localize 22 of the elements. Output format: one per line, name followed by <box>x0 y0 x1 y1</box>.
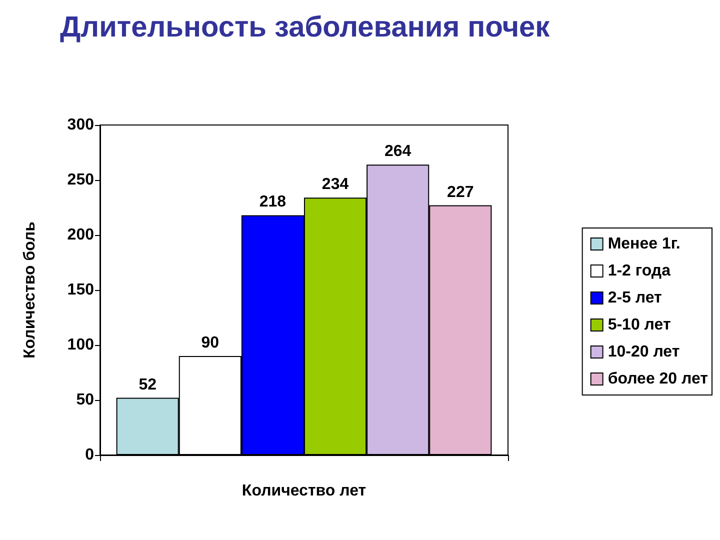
data-label: 227 <box>447 184 474 201</box>
legend-label: 10-20 лет <box>608 344 680 360</box>
legend-label: Менее 1г. <box>608 236 680 252</box>
legend-label: 5-10 лет <box>608 316 671 334</box>
data-label: 52 <box>138 376 157 394</box>
data-label: 218 <box>259 194 286 211</box>
legend-label: 1-2 года <box>608 262 671 280</box>
y-axis-title: Количество боль <box>22 221 38 358</box>
data-label: 264 <box>384 143 412 160</box>
data-label: 90 <box>201 334 220 352</box>
y-tick-label: 100 <box>67 336 94 354</box>
legend-label: 2-5 лет <box>608 290 662 306</box>
x-axis-title: Количество лет <box>242 482 366 500</box>
data-label: 234 <box>322 176 349 194</box>
legend-label: более 20 лет <box>608 370 708 388</box>
y-tick-label: 300 <box>67 116 94 134</box>
y-tick-label: 250 <box>67 172 94 188</box>
y-tick-label: 150 <box>67 282 94 298</box>
y-tick-label: 50 <box>76 392 94 408</box>
y-tick-label: 200 <box>67 226 94 244</box>
chart-title: Длительность заболевания почек <box>60 12 550 44</box>
y-tick-label: 0 <box>85 446 94 464</box>
